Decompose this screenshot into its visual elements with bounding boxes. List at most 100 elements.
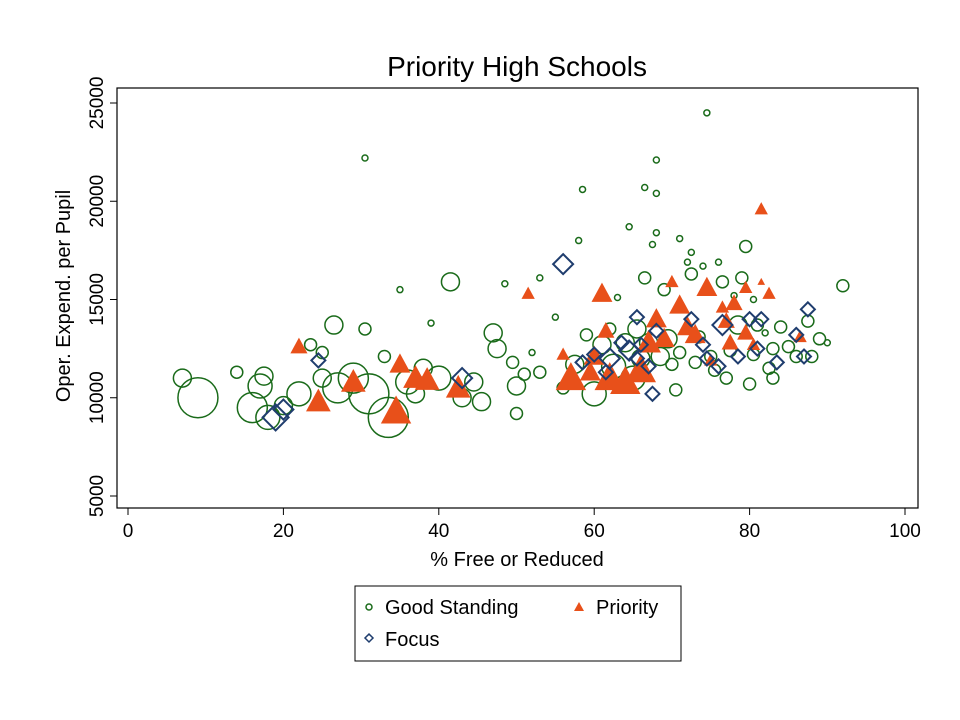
focus-point [628,308,646,326]
good-standing-point [672,345,687,360]
focus-point [694,336,712,354]
legend-good-standing-label: Good Standing [385,597,518,619]
good-standing-point [627,319,647,339]
good-standing-point [464,372,484,392]
good-standing-point [337,362,370,394]
good-standing-point [303,337,318,352]
good-standing-point [427,319,435,327]
focus-point [551,252,575,276]
priority-point [340,369,366,392]
focus-point [647,322,665,340]
y-tick-label: 5000 [87,475,108,517]
focus-point [729,348,747,365]
priority-point [414,367,440,390]
priority-point [721,333,739,350]
priority-point [555,362,587,391]
good-standing-point [440,272,461,292]
good-standing-point [742,377,757,391]
good-standing-point [177,377,219,419]
priority-point [625,354,657,383]
priority-point [793,329,807,343]
focus-point [450,366,474,390]
legend: Good Standing Priority Focus [354,585,682,662]
good-standing-point [684,267,699,281]
good-standing-point [533,365,547,379]
good-standing-point [361,154,369,162]
good-standing-point [749,295,758,304]
good-standing-point [773,320,788,334]
good-standing-point [688,355,702,370]
good-standing-point [652,228,661,237]
priority-point [645,308,667,328]
good-standing-point [501,280,509,288]
focus-point [768,353,786,371]
focus-point [261,402,291,432]
good-standing-point [657,282,671,297]
priority-point [445,374,471,398]
good-standing-point [487,338,507,359]
focus-point [741,310,759,328]
legend-frame [354,585,682,662]
y-tick-label: 10000 [87,371,108,424]
legend-priority-marker [574,602,584,611]
good-standing-point [738,239,753,254]
good-standing-point [836,278,850,293]
good-standing-point [805,349,819,364]
good-standing-point [719,371,734,385]
good-standing-point [230,365,244,379]
good-standing-point [766,371,780,385]
good-standing-point [652,189,661,198]
focus-point [748,340,766,358]
good-standing-point [823,338,832,347]
good-standing-point [812,332,827,346]
priority-point [754,202,768,215]
focus-point [628,350,646,367]
good-standing-point [789,349,803,364]
chart-title: Priority High Schools [387,51,647,82]
good-standing-point [781,339,796,354]
plot-area-frame [116,87,919,509]
focus-point [787,326,805,344]
legend-focus-marker [363,632,375,644]
priority-point [665,274,679,288]
priority-point [725,294,743,311]
priority-point [653,327,675,348]
priority-point [380,395,412,424]
focus-point [644,385,661,403]
good-standing-point [367,396,410,439]
focus-point [698,350,716,367]
good-standing-point [574,236,583,245]
good-standing-point [714,258,723,266]
priority-point [762,286,776,299]
x-axis-label: % Free or Reduced [430,549,603,571]
focus-point [795,348,813,365]
good-standing-point [509,406,524,421]
y-tick-label: 15000 [87,273,108,326]
good-standing-point [761,329,769,337]
good-standing-point [324,315,344,335]
good-standing-point [703,109,711,117]
legend-good-standing-marker [365,603,373,611]
focus-point [682,310,700,328]
good-standing-point [286,381,312,407]
priority-point [739,280,753,293]
priority-point [757,277,766,285]
x-tick-label: 80 [739,521,760,542]
priority-point [306,388,331,412]
good-standing-point [396,285,404,294]
good-standing-point [625,223,633,231]
legend-priority-label: Priority [596,597,658,619]
focus-point [574,353,591,371]
good-standing-point [581,381,607,407]
good-standing-point [665,357,679,372]
good-standing-point [377,349,392,364]
focus-point [752,310,770,328]
focus-point [271,398,295,421]
good-standing-point [358,322,372,336]
y-axis-label: Oper. Expend. per Pupil [53,190,75,402]
priority-point [591,282,613,302]
focus-point [632,336,650,354]
x-tick-label: 40 [428,521,449,542]
good-standing-point [506,376,527,396]
